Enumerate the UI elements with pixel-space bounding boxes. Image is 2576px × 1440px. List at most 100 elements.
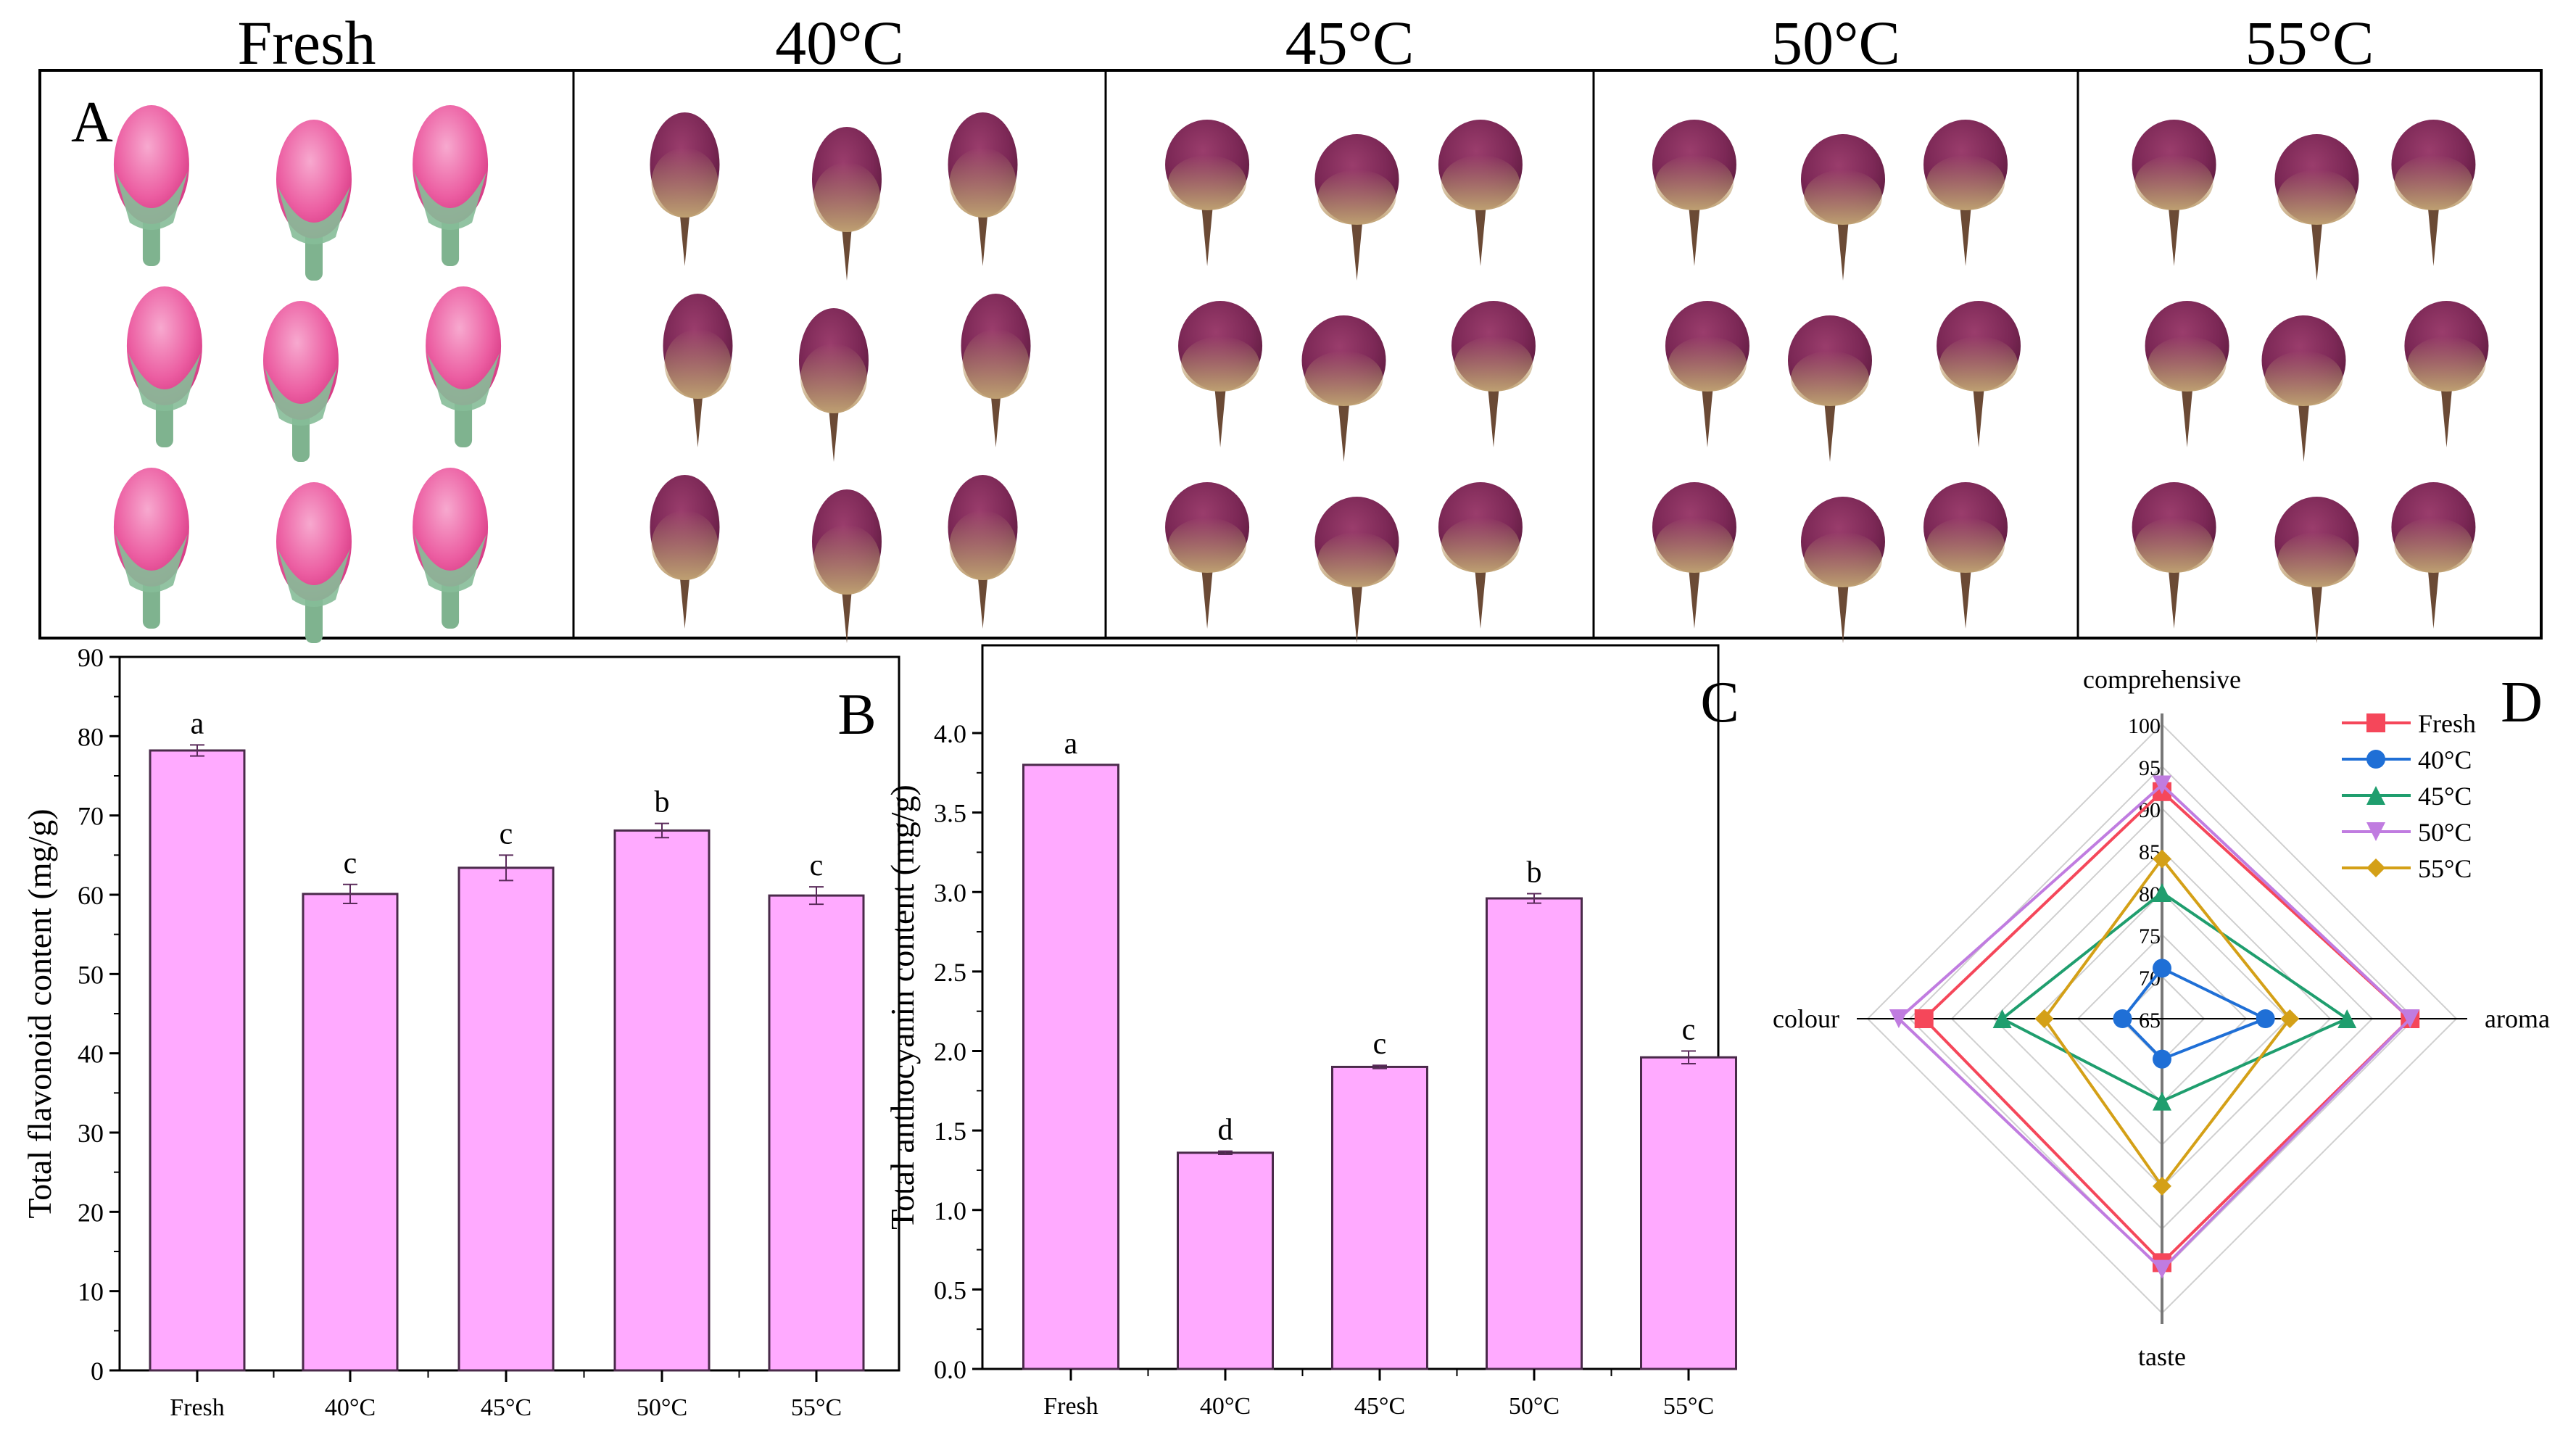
- bud-stem: [2440, 386, 2453, 447]
- bud-base: [651, 510, 718, 580]
- bud-petals: [113, 105, 189, 224]
- bud-stem: [1487, 386, 1499, 447]
- diamond-marker: [2280, 1009, 2300, 1028]
- y-tick-label: 0: [91, 1357, 104, 1386]
- bud-sepals: [427, 353, 500, 411]
- bud-stem: [841, 582, 853, 643]
- y-tick-label: 20: [78, 1198, 104, 1227]
- bud-base: [949, 510, 1016, 580]
- radar-series-4: [2034, 849, 2300, 1196]
- triangle-down-marker: [1889, 1009, 1908, 1028]
- bud-base: [1441, 518, 1520, 573]
- bar-2: [457, 866, 555, 1372]
- dried-rose-bud: [1652, 482, 1736, 629]
- bud-petals: [276, 482, 352, 601]
- fresh-rose-bud: [276, 120, 352, 281]
- bud-base: [800, 344, 867, 413]
- y-tick-label: 1.0: [934, 1196, 966, 1225]
- y-tick-label: 0.0: [934, 1355, 966, 1384]
- group-title: Fresh: [237, 8, 376, 78]
- dried-rose-bud: [650, 475, 720, 629]
- bud-base: [1926, 518, 2005, 573]
- dried-rose-bud: [650, 112, 720, 266]
- y-tick-label: 70: [78, 802, 104, 831]
- bud-base: [2277, 170, 2356, 225]
- legend-label: 45°C: [2418, 782, 2472, 811]
- dried-rose-bud: [1301, 315, 1386, 462]
- dried-rose-bud: [1178, 301, 1263, 447]
- circle-marker: [2256, 1009, 2275, 1028]
- bud-stem: [841, 219, 853, 281]
- bud-base: [1441, 155, 1520, 210]
- bud-stem: [1351, 582, 1363, 643]
- bud-stem: [1351, 219, 1363, 281]
- bud-base: [2148, 336, 2227, 392]
- bud-base: [949, 148, 1016, 218]
- dried-rose-bud: [2404, 301, 2489, 447]
- bar-0: [1022, 764, 1119, 1370]
- triangle-up-marker: [2337, 1009, 2357, 1028]
- bud-base: [1804, 532, 1882, 587]
- dried-rose-bud: [1801, 497, 1885, 643]
- legend-label: Fresh: [2418, 709, 2476, 738]
- x-tick-label: 45°C: [1354, 1393, 1405, 1420]
- dried-rose-bud: [2274, 497, 2359, 643]
- dried-rose-bud: [1652, 120, 1736, 266]
- circle-marker: [2153, 959, 2171, 978]
- dried-rose-bud: [1923, 482, 2008, 629]
- diamond-marker: [2034, 1009, 2054, 1028]
- bud-petals: [113, 468, 189, 587]
- bud-stem: [977, 567, 989, 629]
- bar-1: [1177, 1151, 1274, 1370]
- bud-base: [1939, 336, 2018, 392]
- bud-base: [1791, 351, 1869, 406]
- bud-stem: [1837, 219, 1849, 281]
- dried-rose-bud: [948, 112, 1018, 266]
- y-tick-label: 40: [78, 1040, 104, 1069]
- radar-series-1: [2113, 959, 2275, 1069]
- y-axis-label: Total anthocyanin content (mg/g): [884, 785, 921, 1230]
- bud-stem: [2427, 204, 2440, 266]
- bud-stem: [1474, 567, 1486, 629]
- radar-series-2: [1992, 883, 2357, 1111]
- panel-label: C: [1700, 671, 1739, 735]
- bud-stem: [828, 400, 840, 462]
- bud-stem: [679, 204, 691, 266]
- bud-petals: [426, 286, 502, 405]
- panel-c-anthocyanin-chart: 0.0 0.5 1.0 1.5 2.0 2.5 3.0 3.5 4.0 Total anthocy…: [884, 644, 1739, 1420]
- significance-letter: d: [1218, 1114, 1233, 1147]
- bud-stem: [1824, 400, 1836, 462]
- bud-stem: [1338, 400, 1350, 462]
- panel-d-radar-chart: 65707580859095100comprehensivearomataste…: [1773, 665, 2550, 1371]
- bar-4: [1640, 1056, 1737, 1370]
- fresh-rose-bud: [113, 105, 189, 266]
- significance-letter: b: [1527, 856, 1542, 889]
- radial-tick-label: 75: [2139, 924, 2161, 948]
- legend-label: 40°C: [2418, 745, 2472, 774]
- y-tick-label: 90: [78, 643, 104, 672]
- bud-petals: [276, 120, 352, 239]
- bud-base: [2277, 532, 2356, 587]
- bud-stem: [2181, 386, 2193, 447]
- bud-base: [1317, 532, 1396, 587]
- radar-series-3: [1889, 775, 2420, 1279]
- legend-item: 50°C: [2342, 818, 2472, 847]
- dried-rose-bud: [1438, 120, 1523, 266]
- legend-item: 40°C: [2342, 745, 2472, 774]
- group-title: 50°C: [1771, 8, 1900, 78]
- bud-base: [1454, 336, 1533, 392]
- radar-axis-label-aroma: aroma: [2485, 1004, 2550, 1033]
- significance-letter: c: [810, 849, 824, 882]
- y-tick-label: 3.0: [934, 878, 966, 907]
- bud-base: [962, 329, 1030, 399]
- significance-letter: a: [1064, 727, 1078, 761]
- bud-base: [2134, 155, 2213, 210]
- bud-stem: [1201, 204, 1214, 266]
- radar-axis-label-colour: colour: [1773, 1004, 1839, 1033]
- dried-rose-bud: [2391, 120, 2476, 266]
- bud-base: [2394, 155, 2473, 210]
- dried-rose-bud: [2145, 301, 2229, 447]
- x-tick-label: 55°C: [1663, 1393, 1714, 1420]
- dried-rose-bud: [1801, 134, 1885, 281]
- bud-stem: [1960, 567, 1972, 629]
